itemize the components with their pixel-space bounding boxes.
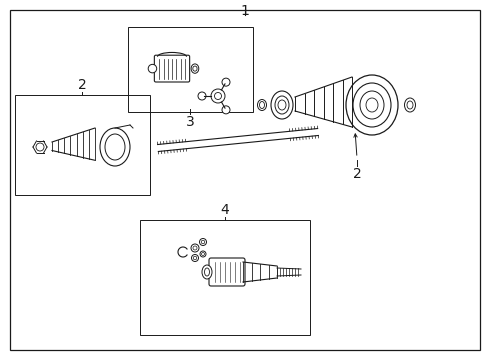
Ellipse shape [204, 268, 210, 276]
Bar [15, 95, 150, 195]
Ellipse shape [407, 101, 413, 109]
Ellipse shape [275, 96, 289, 114]
Text: 3: 3 [186, 115, 195, 129]
Circle shape [193, 246, 197, 250]
Circle shape [200, 251, 206, 257]
Text: 4: 4 [220, 203, 229, 217]
Ellipse shape [260, 102, 265, 108]
Circle shape [36, 143, 44, 151]
Circle shape [215, 93, 221, 99]
Circle shape [199, 238, 206, 246]
Text: 2: 2 [353, 167, 362, 181]
Ellipse shape [193, 66, 197, 71]
Circle shape [222, 78, 230, 86]
Circle shape [211, 89, 225, 103]
Ellipse shape [346, 75, 398, 135]
Circle shape [148, 64, 157, 73]
Ellipse shape [360, 91, 384, 119]
Text: 2: 2 [77, 78, 86, 92]
Ellipse shape [258, 99, 267, 111]
FancyBboxPatch shape [154, 55, 190, 82]
Ellipse shape [105, 134, 125, 160]
Text: 1: 1 [241, 4, 249, 18]
Circle shape [198, 92, 206, 100]
Circle shape [201, 252, 204, 256]
Ellipse shape [278, 100, 286, 110]
Ellipse shape [353, 83, 391, 127]
Bar [128, 27, 253, 112]
Circle shape [222, 106, 230, 114]
Ellipse shape [100, 128, 130, 166]
Ellipse shape [271, 91, 293, 119]
Ellipse shape [202, 265, 212, 279]
Ellipse shape [366, 98, 378, 112]
FancyBboxPatch shape [209, 258, 245, 286]
Bar [140, 220, 310, 335]
Circle shape [193, 256, 197, 260]
Ellipse shape [191, 64, 199, 73]
Ellipse shape [405, 98, 416, 112]
Circle shape [192, 255, 198, 261]
Circle shape [201, 240, 205, 244]
Circle shape [191, 244, 199, 252]
